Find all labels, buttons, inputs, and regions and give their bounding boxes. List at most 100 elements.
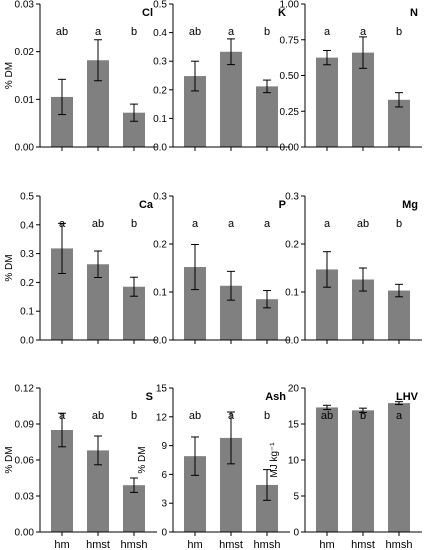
bar-hm bbox=[316, 407, 338, 532]
y-tick-label: 0.75 bbox=[280, 35, 300, 46]
chart-panel-lhv: ab b a 0 5 10 15 20 hm hmst hmsh LHV MJ kg⁻¹ bbox=[269, 384, 422, 550]
significance-letter-hmsh: b bbox=[131, 218, 137, 230]
y-tick-label: 0.03 bbox=[15, 492, 35, 503]
bar-hmst bbox=[87, 264, 109, 340]
chart-panel-mg: a ab b 0.0 0.1 0.2 0.3 Mg bbox=[285, 192, 422, 347]
significance-letter-hm: a bbox=[59, 410, 66, 422]
significance-letter-hmst: ab bbox=[357, 218, 369, 230]
bar-hmst bbox=[352, 410, 374, 532]
bar-hmst bbox=[87, 450, 109, 532]
error-bar-hmsh bbox=[130, 276, 138, 297]
error-bar-hmst bbox=[359, 407, 367, 413]
error-bar-hm bbox=[58, 412, 66, 448]
y-axis-label: % DM bbox=[4, 446, 15, 473]
y-axis-label: % DM bbox=[137, 446, 148, 473]
error-bar-hmsh bbox=[263, 79, 271, 94]
y-tick-label: 15 bbox=[288, 420, 300, 431]
error-bar-hmst bbox=[94, 250, 102, 279]
y-tick-label: 0.09 bbox=[15, 420, 35, 431]
y-tick-label: 12 bbox=[156, 412, 168, 423]
bar-hmst bbox=[220, 285, 242, 340]
y-tick-label: 0.0 bbox=[285, 336, 299, 347]
error-bar-hmsh bbox=[395, 283, 403, 298]
error-bar-hmsh bbox=[263, 469, 271, 501]
significance-letter-hmst: a bbox=[228, 26, 235, 38]
bar-hm bbox=[316, 57, 338, 147]
chart-panel-p: a a a 0.0 0.1 0.2 0.3 P bbox=[153, 192, 290, 347]
y-tick-label: 0 bbox=[293, 528, 299, 539]
bar-hmsh bbox=[123, 485, 145, 532]
y-tick-label: 0.1 bbox=[153, 114, 167, 125]
error-bar-hm bbox=[323, 404, 331, 411]
y-tick-label: 10 bbox=[288, 456, 300, 467]
significance-letter-hm: a bbox=[192, 218, 199, 230]
bar-hm bbox=[184, 267, 206, 340]
y-tick-label: 0.3 bbox=[20, 249, 34, 260]
y-tick-label: 0.5 bbox=[153, 0, 167, 11]
significance-letter-hmst: a bbox=[360, 26, 367, 38]
significance-letter-hmst: a bbox=[228, 410, 235, 422]
y-tick-label: 0.02 bbox=[15, 47, 35, 58]
bar-hm bbox=[316, 269, 338, 340]
bar-hmsh bbox=[123, 286, 145, 340]
bar-hm bbox=[51, 248, 73, 340]
panel-title: Ca bbox=[139, 199, 154, 211]
error-bar-hm bbox=[191, 436, 199, 476]
bar-hmsh bbox=[256, 484, 278, 532]
bar-hmsh bbox=[256, 86, 278, 147]
y-tick-label: 0.25 bbox=[280, 107, 300, 118]
error-bar-hm bbox=[191, 243, 199, 291]
chart-panel-ca: a ab b 0.0 0.1 0.2 0.3 0.4 0.5 Ca % DM bbox=[4, 192, 157, 347]
x-tick-label-hm: hm bbox=[54, 539, 69, 550]
error-bar-hmsh bbox=[130, 103, 138, 122]
error-bar-hmst bbox=[94, 435, 102, 466]
y-tick-label: 0.0 bbox=[153, 143, 167, 154]
x-tick-label-hmsh: hmsh bbox=[254, 539, 281, 550]
significance-letter-hm: ab bbox=[189, 26, 201, 38]
y-tick-label: 0.00 bbox=[15, 143, 35, 154]
bar-hmsh bbox=[388, 99, 410, 147]
y-tick-label: 3 bbox=[161, 499, 167, 510]
x-tick-label-hmst: hmst bbox=[86, 539, 110, 550]
y-tick-label: 0.01 bbox=[15, 95, 35, 106]
panel-title: K bbox=[278, 7, 286, 19]
error-bar-hm bbox=[323, 49, 331, 66]
x-tick-label-hm: hm bbox=[319, 539, 334, 550]
bar-hm bbox=[51, 430, 73, 532]
significance-letter-hmst: ab bbox=[92, 218, 104, 230]
error-bar-hm bbox=[58, 222, 66, 274]
x-tick-label-hmsh: hmsh bbox=[386, 539, 413, 550]
panel-title: Ash bbox=[265, 391, 286, 403]
bar-hmst bbox=[87, 60, 109, 147]
y-tick-label: 0.4 bbox=[153, 28, 167, 39]
bar-hmst bbox=[352, 52, 374, 148]
panel-title: Cl bbox=[142, 7, 153, 19]
significance-letter-hm: a bbox=[324, 26, 331, 38]
y-tick-label: 0.12 bbox=[15, 384, 35, 395]
significance-letter-hmsh: b bbox=[264, 26, 270, 38]
significance-letter-hmsh: b bbox=[396, 26, 402, 38]
x-tick-label-hmst: hmst bbox=[351, 539, 375, 550]
bar-hmsh bbox=[123, 112, 145, 147]
y-tick-label: 15 bbox=[156, 384, 168, 395]
significance-letter-hmsh: b bbox=[131, 26, 137, 38]
error-bar-hmst bbox=[227, 38, 235, 66]
x-tick-label-hmst: hmst bbox=[219, 539, 243, 550]
bar-hmsh bbox=[256, 299, 278, 340]
error-bar-hmst bbox=[227, 411, 235, 465]
error-bar-hm bbox=[191, 60, 199, 92]
panel-title: Mg bbox=[402, 199, 418, 211]
y-tick-label: 0.3 bbox=[285, 192, 299, 203]
significance-letter-hm: ab bbox=[189, 410, 201, 422]
error-bar-hmsh bbox=[395, 92, 403, 108]
panel-title: S bbox=[146, 391, 153, 403]
significance-letter-hm: ab bbox=[56, 26, 68, 38]
y-tick-label: 0.1 bbox=[285, 288, 299, 299]
bar-hm bbox=[184, 456, 206, 532]
y-tick-label: 1.00 bbox=[280, 0, 300, 11]
significance-letter-hmsh: a bbox=[264, 218, 271, 230]
y-tick-label: 0.50 bbox=[280, 71, 300, 82]
y-tick-label: 0.2 bbox=[153, 85, 167, 96]
